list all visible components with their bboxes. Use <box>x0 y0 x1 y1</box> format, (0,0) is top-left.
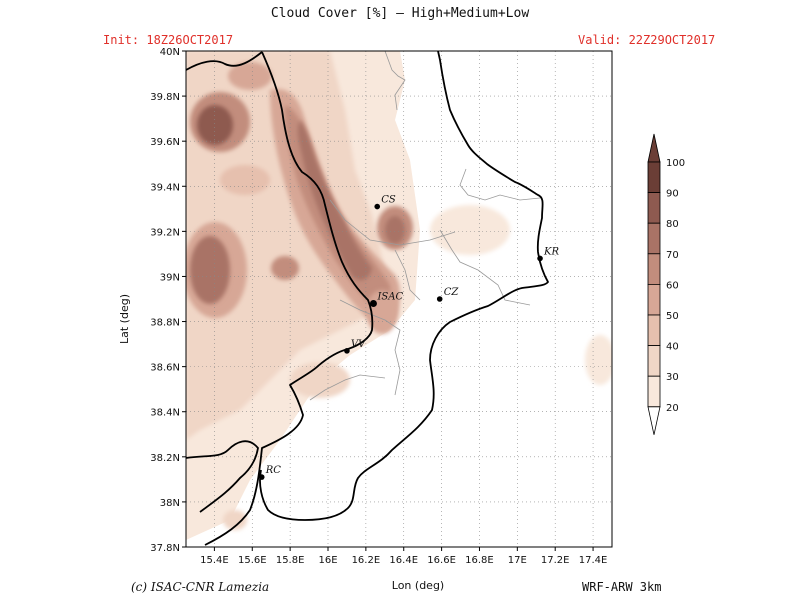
x-tick-label: 17.2E <box>541 555 570 566</box>
city-label: CS <box>381 195 396 206</box>
cloud-field <box>186 51 612 540</box>
y-tick-label: 39.6N <box>150 137 180 148</box>
city-marker <box>344 348 350 354</box>
y-tick-label: 38.2N <box>150 453 180 464</box>
legend-swatch <box>647 222 661 255</box>
x-tick-label: 15.4E <box>200 555 229 566</box>
legend-label: 70 <box>666 250 679 261</box>
y-tick-label: 39.4N <box>150 182 180 193</box>
city-marker <box>436 296 443 302</box>
y-tick-label: 39.2N <box>150 227 180 238</box>
legend-label: 40 <box>666 342 679 353</box>
legend-top-arrow <box>647 133 661 163</box>
y-tick-label: 40N <box>160 47 180 58</box>
city-markers: CS ISAC CZ KR VV RC <box>258 195 560 480</box>
y-tick-label: 37.8N <box>150 543 180 554</box>
valid-time: Valid: 22Z29OCT2017 <box>578 33 716 47</box>
legend-bottom-arrow <box>647 406 661 435</box>
x-tick-label: 16.4E <box>389 555 418 566</box>
legend-swatch <box>647 192 661 224</box>
city-marker <box>369 300 377 308</box>
x-tick-label: 16.6E <box>427 555 456 566</box>
y-tick-label: 38N <box>160 498 180 509</box>
legend-label: 50 <box>666 311 679 322</box>
credit-label: (c) ISAC-CNR Lamezia <box>131 580 270 594</box>
model-label: WRF-ARW 3km <box>582 580 662 594</box>
axis-ticks: 15.4E 15.6E 15.8E 16E 16.2E 16.4E 16.6E 16.8E 17… <box>150 47 607 566</box>
y-tick-label: 39.8N <box>150 92 180 103</box>
chart-title: Cloud Cover [%] — High+Medium+Low <box>270 6 530 21</box>
y-tick-label: 38.8N <box>150 318 180 329</box>
color-legend: 100 90 80 70 60 50 40 30 20 <box>647 133 685 435</box>
y-axis-label: Lat (deg) <box>118 294 131 344</box>
init-time: Init: 18Z26OCT2017 <box>103 33 234 47</box>
province-boundaries <box>309 51 541 401</box>
y-tick-label: 38.4N <box>150 408 180 419</box>
x-tick-label: 15.6E <box>238 555 267 566</box>
y-tick-label: 39N <box>160 272 180 283</box>
city-marker <box>258 474 265 480</box>
city-label: VV <box>351 339 367 350</box>
x-tick-label: 16.2E <box>352 555 381 566</box>
y-tick-label: 38.6N <box>150 363 180 374</box>
legend-label: 30 <box>666 372 679 383</box>
x-tick-label: 17E <box>508 555 527 566</box>
plot-frame <box>185 50 613 548</box>
city-label: ISAC <box>376 292 403 303</box>
legend-label: 60 <box>666 280 679 291</box>
legend-label: 90 <box>666 189 679 200</box>
legend-label: 80 <box>666 219 679 230</box>
x-tick-label: 15.8E <box>276 555 305 566</box>
x-tick-label: 16E <box>318 555 337 566</box>
legend-label: 100 <box>666 158 685 169</box>
city-marker <box>374 203 381 210</box>
x-axis-label: Lon (deg) <box>392 579 444 592</box>
legend-label: 20 <box>666 403 679 414</box>
city-label: KR <box>543 246 559 257</box>
x-tick-label: 16.8E <box>465 555 494 566</box>
legend-swatch <box>647 253 661 285</box>
city-label: CZ <box>444 287 460 298</box>
x-tick-label: 17.4E <box>579 555 608 566</box>
map-gridlines <box>186 50 612 548</box>
legend-swatch <box>647 314 661 347</box>
legend-swatch <box>647 375 661 408</box>
legend-swatch <box>647 345 661 377</box>
coastline <box>186 51 549 546</box>
legend-swatch <box>647 283 661 316</box>
city-label: RC <box>265 465 282 476</box>
city-marker <box>537 255 543 262</box>
legend-swatch <box>647 161 661 194</box>
